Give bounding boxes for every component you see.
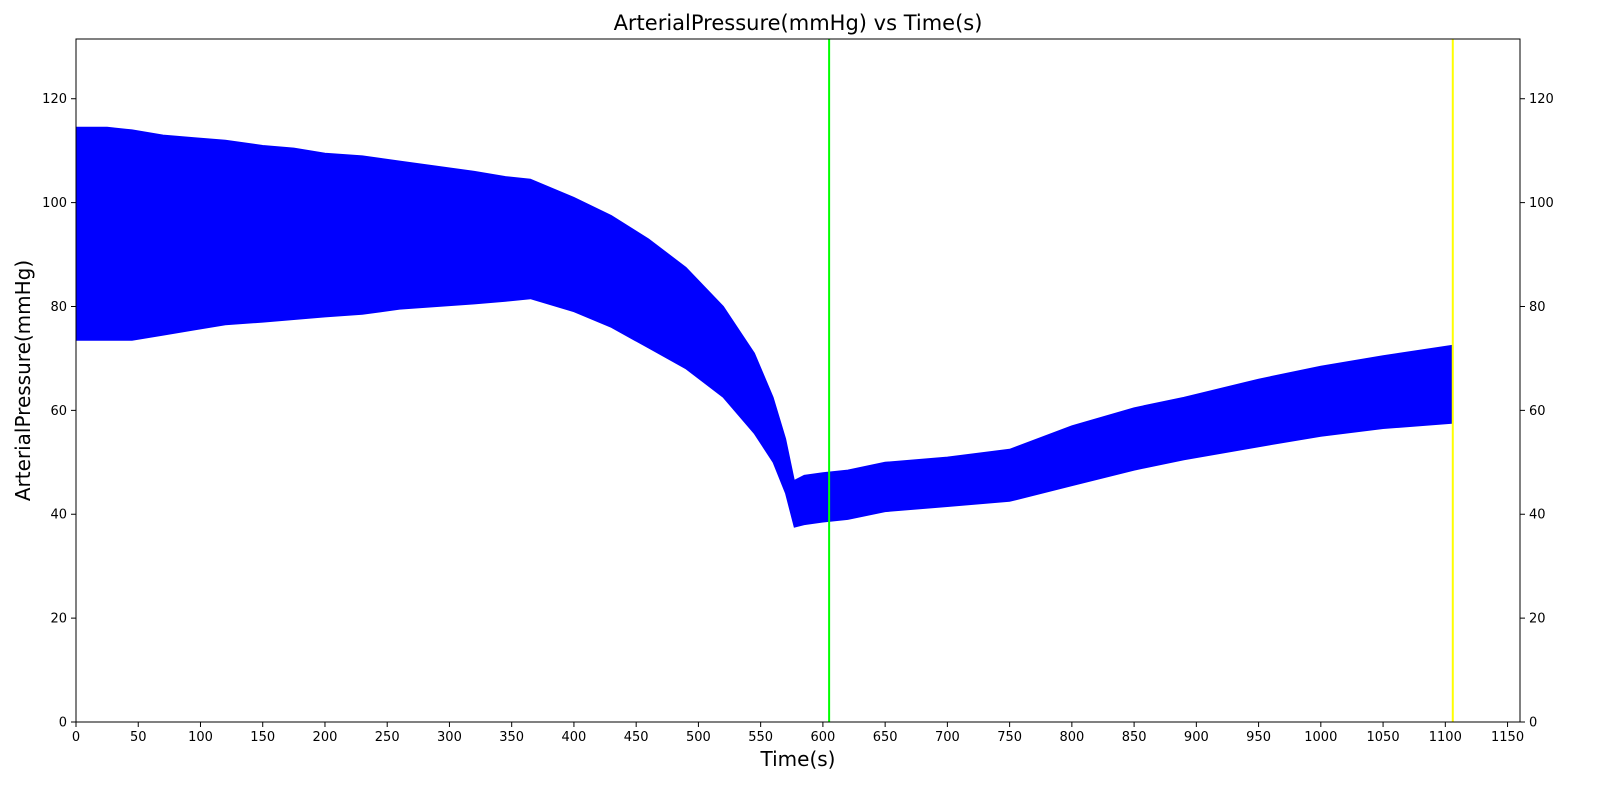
x-tick-label: 0: [72, 730, 80, 745]
x-tick-label: 1100: [1429, 730, 1462, 745]
plot-area: [75, 39, 1454, 722]
y-tick-label-right: 20: [1529, 612, 1546, 627]
x-tick-label: 300: [437, 730, 462, 745]
x-tick-label: 850: [1122, 730, 1147, 745]
y-tick-label-left: 0: [59, 716, 67, 731]
x-tick-label: 900: [1184, 730, 1209, 745]
x-tick-label: 600: [810, 730, 835, 745]
x-tick-label: 800: [1059, 730, 1084, 745]
y-tick-label-right: 60: [1529, 404, 1546, 419]
y-tick-label-left: 40: [50, 508, 67, 523]
x-tick-label: 350: [499, 730, 524, 745]
y-tick-label-right: 80: [1529, 300, 1546, 315]
x-tick-label: 1000: [1304, 730, 1337, 745]
y-axis-right: 0 20 40 60 80 100 120: [1520, 92, 1554, 731]
x-tick-label: 1050: [1367, 730, 1400, 745]
y-tick-label-left: 60: [50, 404, 67, 419]
plot-frame: [75, 38, 1521, 723]
x-tick-label: 500: [686, 730, 711, 745]
x-tick-label: 250: [375, 730, 400, 745]
x-tick-label: 550: [748, 730, 773, 745]
y-tick-label-right: 100: [1529, 196, 1554, 211]
x-tick-label: 750: [997, 730, 1022, 745]
y-tick-label-left: 100: [42, 196, 67, 211]
x-tick-label: 400: [562, 730, 587, 745]
y-axis-left: 0 20 40 60 80 100 120: [42, 92, 76, 731]
x-axis: 0 50 100 150 200 250 300 350 400 450 500 550 600 650 7…: [72, 722, 1524, 745]
x-tick-label: 450: [624, 730, 649, 745]
y-tick-label-right: 40: [1529, 508, 1546, 523]
x-tick-label: 950: [1246, 730, 1271, 745]
y-tick-label-right: 0: [1529, 716, 1537, 731]
x-tick-label: 150: [250, 730, 275, 745]
y-tick-label-left: 120: [42, 92, 67, 107]
x-tick-label: 650: [873, 730, 898, 745]
chart-title: ArterialPressure(mmHg) vs Time(s): [614, 11, 983, 35]
pressure-envelope-series-0: [75, 126, 1452, 528]
y-tick-label-right: 120: [1529, 92, 1554, 107]
y-axis-label: ArterialPressure(mmHg): [11, 260, 35, 501]
x-tick-label: 200: [313, 730, 338, 745]
x-axis-label: Time(s): [760, 747, 836, 771]
y-tick-label-left: 80: [50, 300, 67, 315]
x-tick-label: 700: [935, 730, 960, 745]
x-tick-label: 50: [130, 730, 147, 745]
x-tick-label: 100: [188, 730, 213, 745]
y-tick-label-left: 20: [50, 612, 67, 627]
x-tick-label: 1150: [1491, 730, 1524, 745]
